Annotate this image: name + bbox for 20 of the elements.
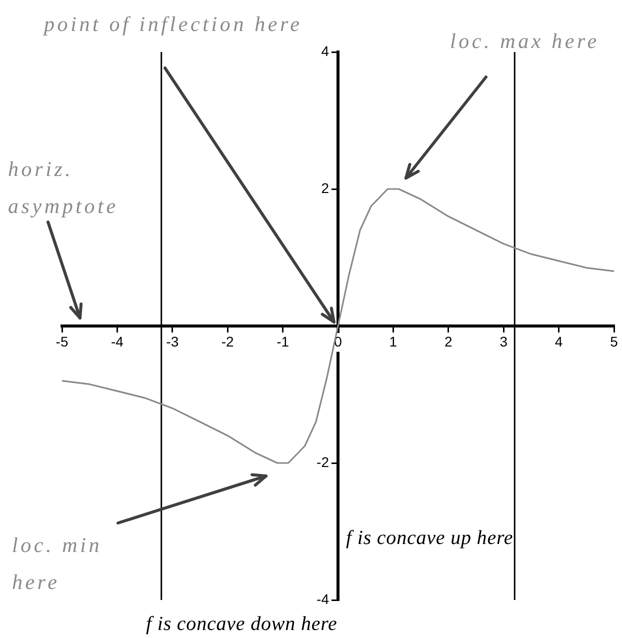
x-tick-label: -4 (110, 333, 124, 350)
y-tick-label: 4 (321, 42, 330, 59)
x-tick-label: 5 (610, 333, 618, 350)
x-tick-label: 2 (444, 333, 452, 350)
annotation: horiz. asymptote (8, 156, 120, 220)
x-tick-label: 3 (500, 333, 508, 350)
x-tick-label: -2 (221, 333, 234, 350)
text: f is concave down here (146, 613, 338, 635)
x-tick-label: 1 (389, 333, 398, 350)
x-tick-label: -1 (276, 333, 290, 350)
annotation: loc. min here (12, 532, 104, 596)
text: point of inflection here (44, 11, 304, 38)
x-tick-label: -3 (166, 333, 179, 350)
y-tick-label: -2 (316, 454, 330, 470)
x-tick-label: 4 (554, 333, 563, 350)
x-tick-label: -5 (56, 333, 68, 350)
y-tick-label: 2 (321, 180, 330, 196)
annotation: f is concave up here (346, 527, 514, 549)
y-tick-label: -4 (316, 590, 330, 607)
annotation: loc. max here (450, 28, 600, 55)
